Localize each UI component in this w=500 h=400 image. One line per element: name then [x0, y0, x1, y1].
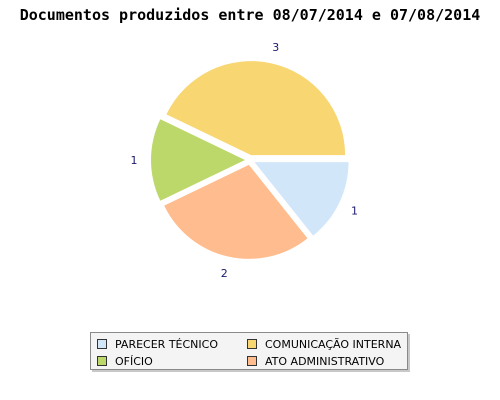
slice-value-label: 1 — [351, 204, 358, 217]
slice-value-label: 2 — [221, 267, 228, 280]
pie-slice-comunicacao-interna — [166, 61, 346, 156]
pie-slice-parecer-tecnico — [254, 162, 349, 236]
legend-swatch — [97, 339, 107, 349]
slice-value-label: 1 — [131, 154, 138, 167]
legend-swatch — [247, 339, 257, 349]
legend-label: ATO ADMINISTRATIVO — [265, 354, 385, 368]
legend-swatch — [247, 356, 257, 366]
legend-label: PARECER TÉCNICO — [115, 337, 218, 351]
legend-item-oficio: OFÍCIO — [97, 354, 153, 368]
legend-swatch — [97, 356, 107, 366]
legend-label: OFÍCIO — [115, 354, 153, 368]
legend-item-parecer-tecnico: PARECER TÉCNICO — [97, 337, 218, 351]
pie-slice-oficio — [151, 119, 245, 201]
pie-chart: 1 2 1 3 — [131, 41, 359, 280]
chart-legend: PARECER TÉCNICO COMUNICAÇÃO INTERNA OFÍC… — [90, 332, 408, 370]
legend-item-comunicacao-interna: COMUNICAÇÃO INTERNA — [247, 337, 401, 351]
pie-slice-ato-administrativo — [164, 164, 308, 259]
legend-item-ato-administrativo: ATO ADMINISTRATIVO — [247, 354, 384, 368]
slice-value-label: 3 — [272, 41, 279, 54]
legend-label: COMUNICAÇÃO INTERNA — [265, 337, 402, 351]
chart-title: Documentos produzidos entre 08/07/2014 e… — [19, 6, 481, 24]
